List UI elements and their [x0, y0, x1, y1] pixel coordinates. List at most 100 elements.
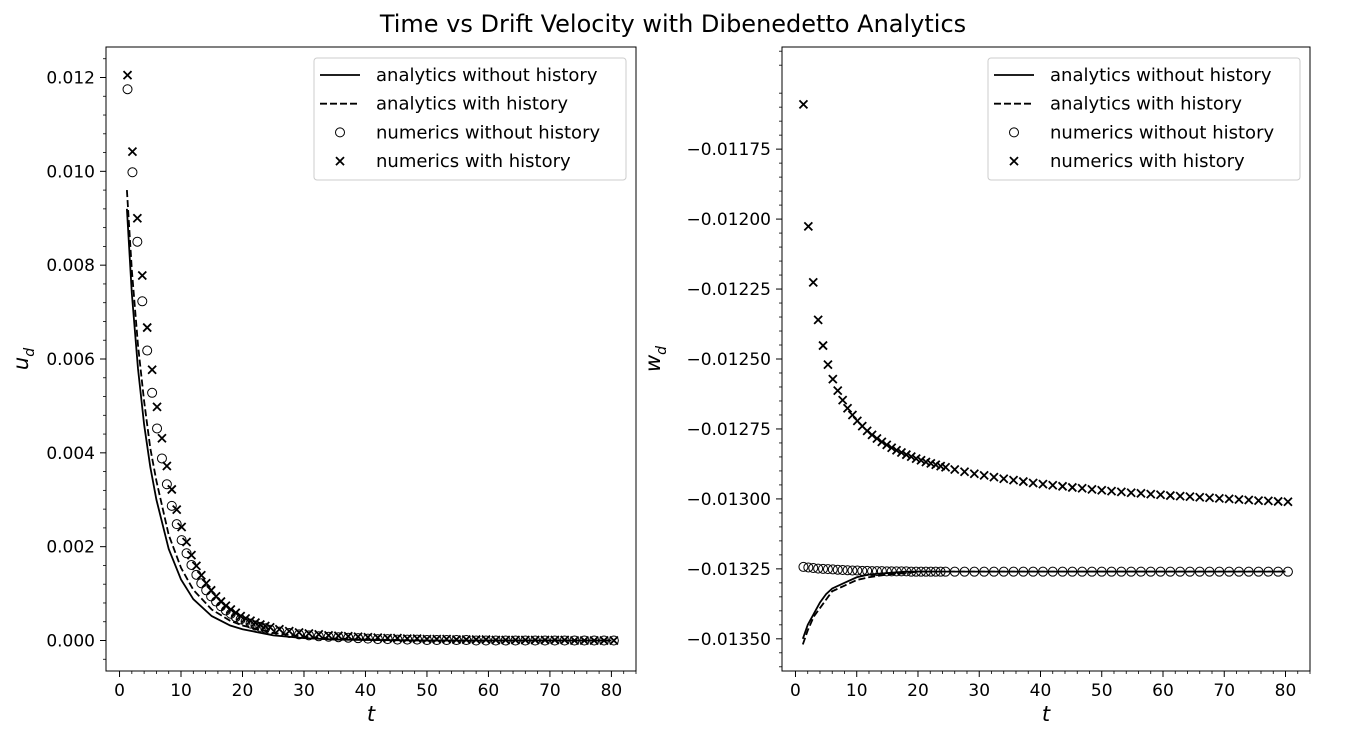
- circle-marker: [421, 635, 432, 646]
- x-marker: [959, 467, 970, 477]
- circle-marker: [176, 535, 187, 546]
- x-marker: [808, 277, 818, 287]
- circle-marker: [930, 566, 941, 577]
- x-marker: [132, 213, 142, 223]
- x-tick-label: 80: [601, 681, 623, 701]
- y-tick-label: −0.01300: [686, 490, 771, 510]
- x-marker: [226, 604, 236, 615]
- x-marker: [382, 633, 393, 643]
- x-marker: [1028, 478, 1038, 488]
- x-marker: [969, 469, 979, 479]
- x-marker: [240, 613, 251, 624]
- circle-marker: [969, 566, 980, 577]
- x-tick-label: 0: [114, 681, 125, 701]
- circle-marker: [402, 634, 413, 645]
- y-tick-label: 0.006: [46, 350, 95, 370]
- x-marker: [550, 635, 560, 645]
- circle-marker: [808, 563, 819, 574]
- left-subplot: 0 10 20 30 40 50 60 70 80 0.000 0.002 0.004 0.006 0.0…: [9, 46, 637, 726]
- x-marker: [530, 635, 540, 645]
- x-marker: [363, 632, 373, 642]
- x-marker: [989, 472, 999, 482]
- circle-marker: [1233, 566, 1244, 577]
- x-marker: [1038, 479, 1048, 489]
- circle-marker: [323, 631, 334, 642]
- x-marker: [1048, 480, 1058, 490]
- circle-marker: [1282, 566, 1293, 577]
- circle-marker: [471, 635, 482, 646]
- circle-marker: [294, 629, 305, 640]
- legend-label: numerics without history: [376, 122, 600, 143]
- x-marker: [250, 618, 261, 628]
- x-tick-label: 20: [232, 681, 254, 701]
- circle-marker: [1106, 566, 1117, 577]
- legend-box: [313, 57, 627, 181]
- circle-marker: [1077, 566, 1088, 577]
- x-marker: [191, 561, 202, 571]
- circle-marker: [589, 635, 600, 646]
- circle-marker: [559, 635, 570, 646]
- x-marker: [540, 635, 550, 645]
- x-marker: [167, 484, 177, 495]
- circle-marker: [284, 627, 295, 638]
- circle-marker: [1224, 566, 1235, 577]
- y-tick-label: −0.01275: [686, 420, 771, 440]
- circle-marker: [1165, 566, 1176, 577]
- x-tick-label: 10: [170, 681, 192, 701]
- circle-marker: [520, 635, 531, 646]
- circle-marker: [881, 566, 892, 577]
- x-marker: [323, 630, 334, 640]
- x-marker: [201, 578, 211, 588]
- x-marker: [906, 452, 916, 462]
- x-marker: [1244, 495, 1254, 505]
- x-marker: [823, 359, 833, 370]
- circle-marker: [906, 566, 917, 577]
- x-marker: [172, 504, 182, 515]
- x-marker: [979, 470, 989, 481]
- x-marker: [560, 635, 570, 645]
- x-marker: [441, 634, 452, 644]
- circle-marker: [803, 562, 814, 573]
- x-marker: [353, 632, 363, 642]
- figure-title: Time vs Drift Velocity with Dibenedetto …: [379, 10, 967, 38]
- y-tick-label: 0.012: [46, 68, 95, 88]
- x-marker: [1146, 489, 1156, 499]
- circle-marker: [392, 634, 403, 645]
- x-marker: [1087, 484, 1097, 495]
- x-axis-label: t: [367, 702, 376, 726]
- plot-area: [798, 99, 1293, 645]
- y-axis-label-subscript: d: [654, 346, 670, 355]
- x-marker: [392, 633, 403, 643]
- x-marker: [1057, 481, 1068, 491]
- circle-marker: [1008, 566, 1019, 577]
- y-tick-label: −0.01250: [686, 350, 771, 370]
- circle-marker: [412, 634, 423, 645]
- circle-marker: [862, 565, 873, 576]
- legend-handle-circle: [335, 127, 345, 138]
- y-axis-label-subscript: d: [22, 348, 38, 357]
- y-tick-label: 0.002: [46, 538, 95, 558]
- circle-marker: [916, 566, 927, 577]
- x-marker: [471, 634, 481, 645]
- circle-marker: [461, 635, 472, 646]
- x-marker: [1263, 496, 1273, 506]
- y-tick-label: −0.01175: [686, 140, 771, 160]
- y-axis-label-main: u: [9, 357, 33, 370]
- x-marker: [887, 443, 897, 453]
- x-marker: [877, 437, 887, 447]
- circle-marker: [1135, 566, 1146, 577]
- x-marker: [501, 635, 511, 645]
- y-tick-label: 0.004: [46, 444, 95, 464]
- x-marker: [412, 633, 422, 644]
- right-subplot: 0 10 20 30 40 50 60 70 80 −0.01350 −0.01325 −0.0130…: [641, 46, 1311, 726]
- circle-marker: [599, 635, 610, 646]
- circle-marker: [161, 479, 172, 490]
- circle-marker: [382, 634, 393, 645]
- x-marker: [599, 635, 609, 646]
- circle-marker: [1047, 566, 1058, 577]
- circle-marker: [181, 548, 192, 559]
- circle-marker: [818, 563, 829, 574]
- x-marker: [1077, 483, 1087, 493]
- circle-marker: [832, 564, 843, 575]
- x-marker: [162, 461, 172, 471]
